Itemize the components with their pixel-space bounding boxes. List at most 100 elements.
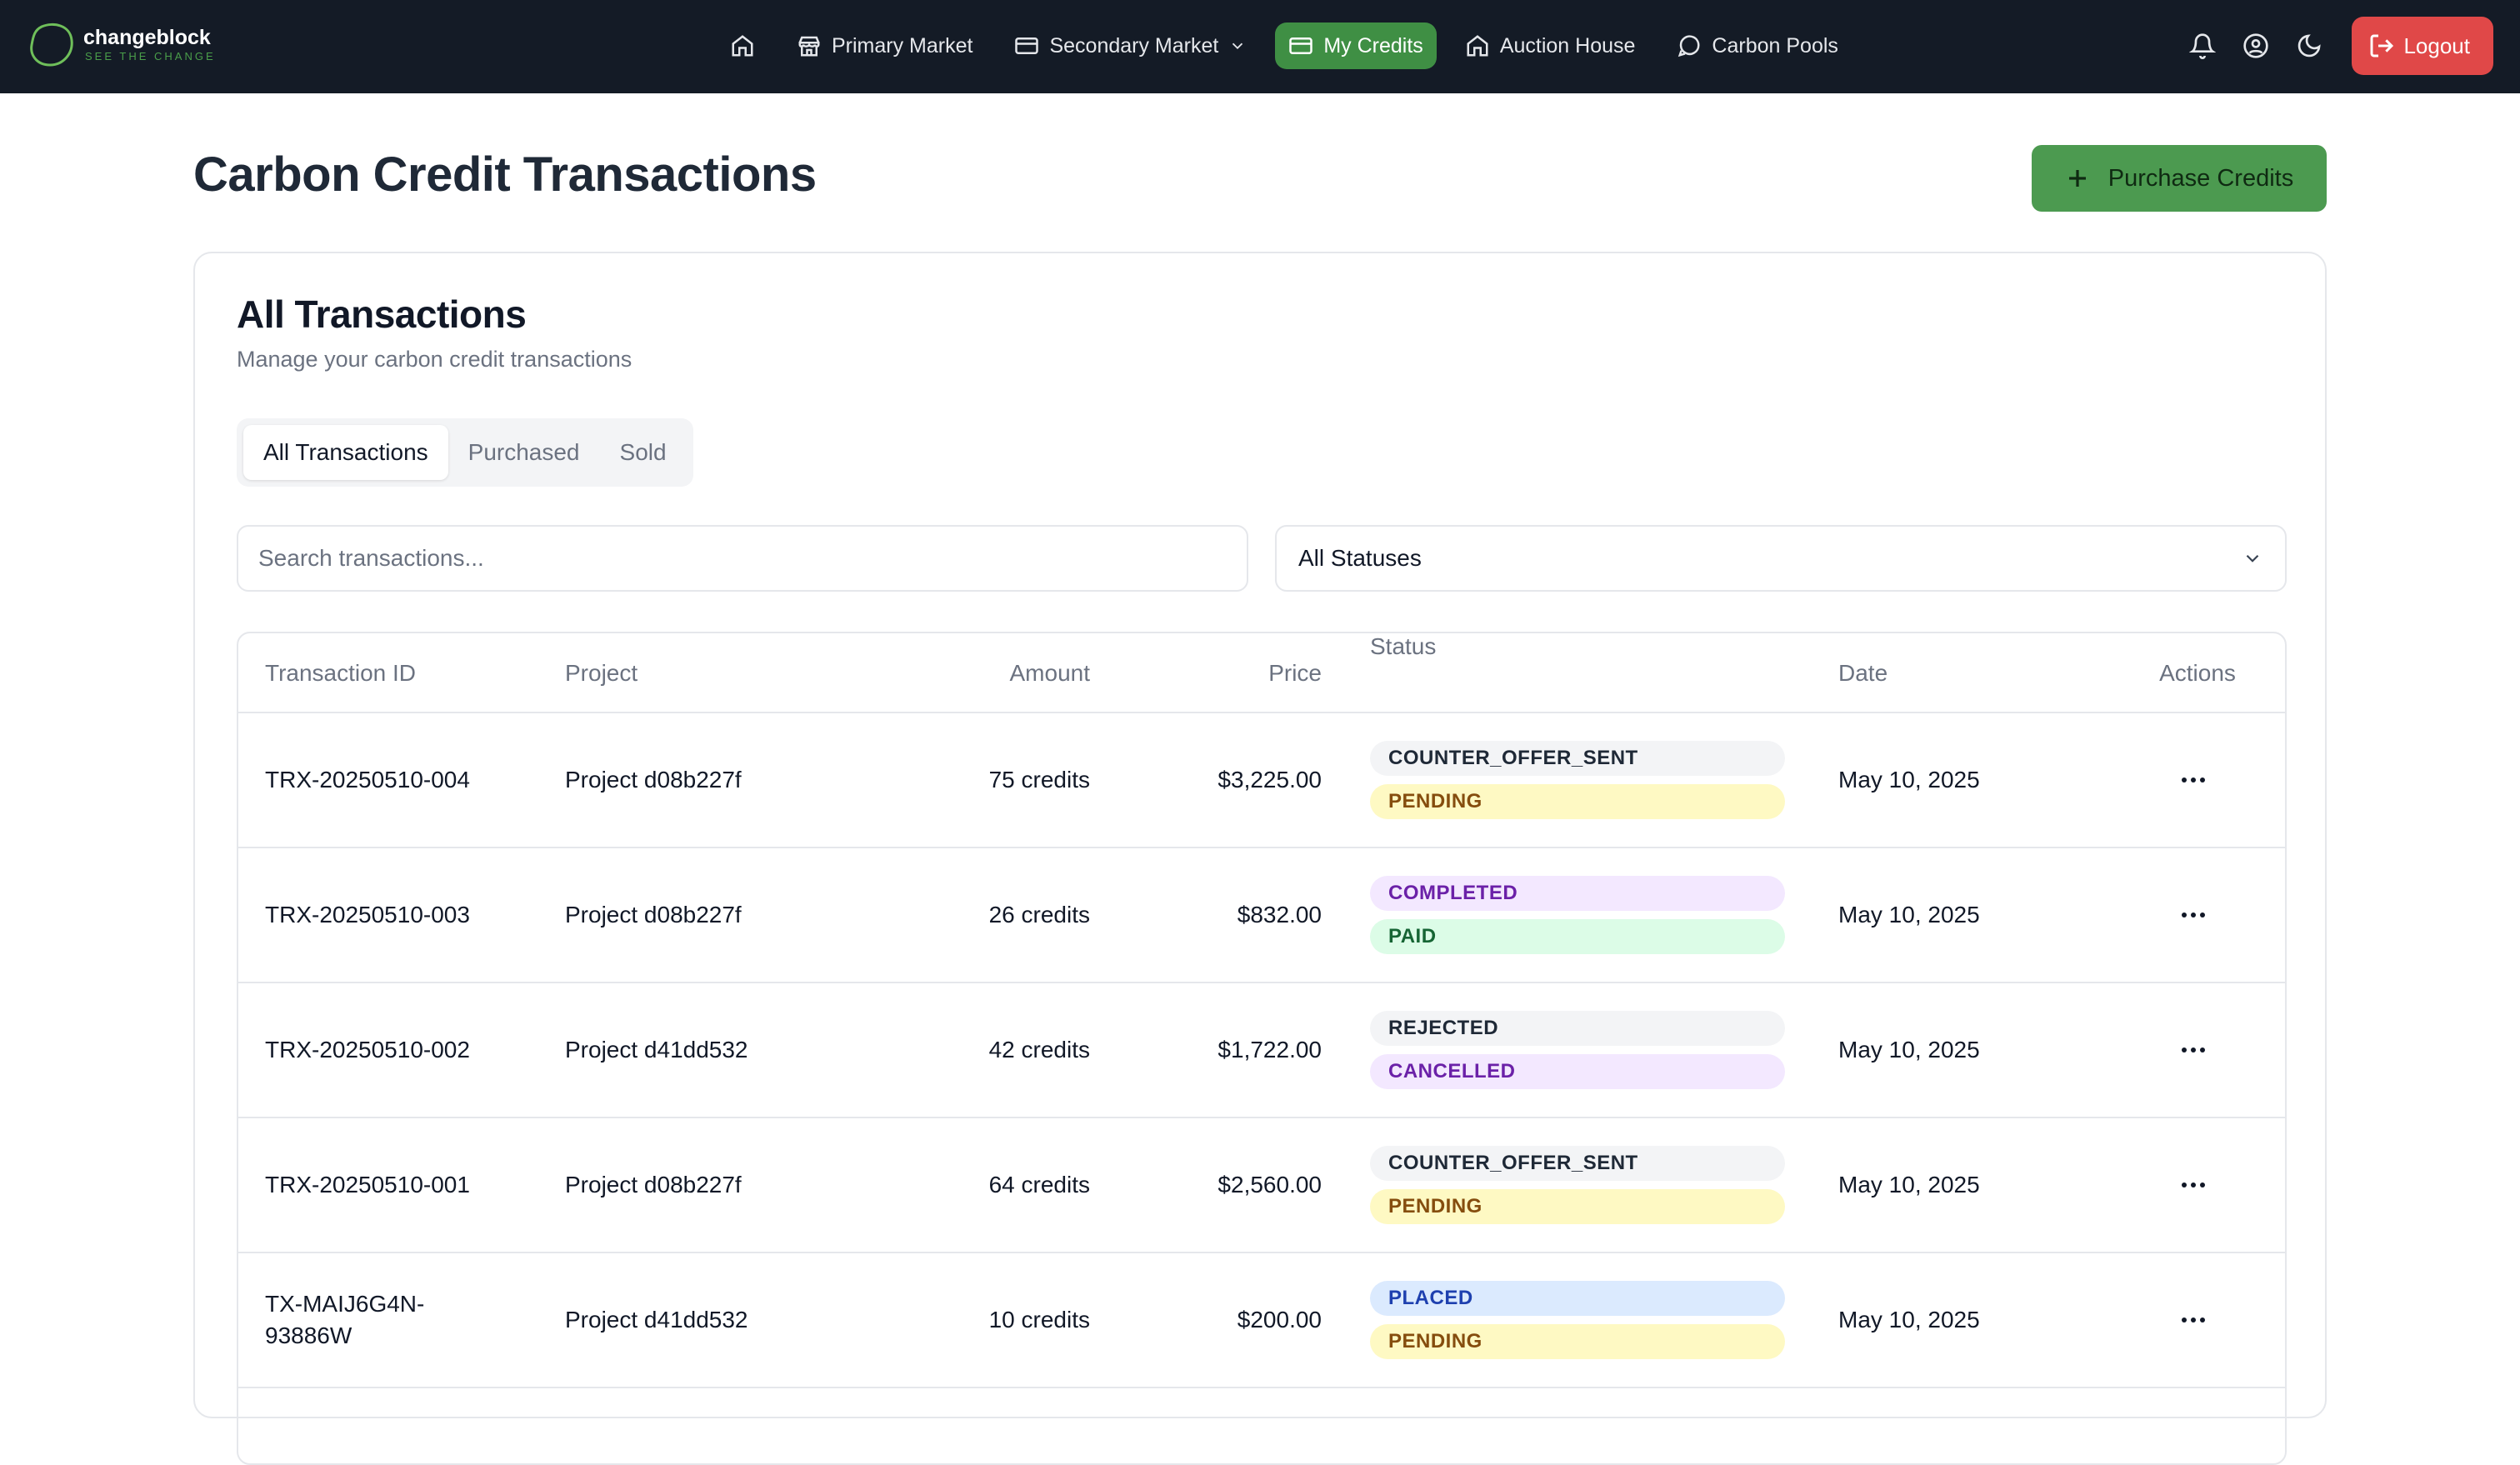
user-circle-icon <box>2243 33 2269 58</box>
payment-status-badge: PENDING <box>1370 784 1785 819</box>
plus-icon <box>2068 170 2086 187</box>
cell-price: $1,722.00 <box>1218 1037 1322 1062</box>
cell-transaction-id: TRX-20250510-001 <box>265 1118 515 1252</box>
purchase-credits-label: Purchase Credits <box>2108 164 2294 192</box>
cell-actions <box>2143 848 2243 982</box>
nav-actions: Logout <box>2183 17 2493 75</box>
nav-secondary-market[interactable]: Secondary Market <box>1001 22 1260 69</box>
cell-actions <box>2143 1118 2243 1252</box>
more-horizontal-icon[interactable] <box>2173 1039 2213 1061</box>
table-header: Transaction ID Project Amount Price Stat… <box>238 633 2285 713</box>
brand-tagline: SEE THE CHANGE <box>85 50 216 62</box>
nav-carbon-pools[interactable]: Carbon Pools <box>1663 22 1851 69</box>
header-price: Price <box>1268 660 1322 686</box>
header-actions: Actions <box>2159 660 2236 686</box>
cell-price: $3,225.00 <box>1218 767 1322 792</box>
more-horizontal-icon[interactable] <box>2173 769 2213 791</box>
cell-amount: 75 credits <box>988 767 1090 792</box>
more-horizontal-icon[interactable] <box>2173 1309 2213 1331</box>
cell-project: Project d08b227f <box>565 902 742 928</box>
cell-price: $832.00 <box>1237 902 1322 928</box>
logout-button[interactable]: Logout <box>2352 17 2493 75</box>
status-badge: COUNTER_OFFER_SENT <box>1370 1146 1785 1181</box>
purchase-credits-button[interactable]: Purchase Credits <box>2032 145 2327 212</box>
cell-amount: 10 credits <box>988 1307 1090 1332</box>
cell-date: May 10, 2025 <box>1838 1172 1980 1198</box>
nav-primary-market[interactable]: Primary Market <box>783 22 986 69</box>
transactions-card: All Transactions Manage your carbon cred… <box>193 252 2327 1465</box>
cell-actions <box>2143 1253 2243 1387</box>
brand-logo[interactable]: changeblock SEE THE CHANGE <box>27 20 216 68</box>
status-badge: COUNTER_OFFER_SENT <box>1370 741 1785 776</box>
home-icon <box>1467 35 1488 57</box>
credit-card-icon <box>1289 38 1313 54</box>
cell-status: REJECTED CANCELLED <box>1370 983 1785 1117</box>
tab-purchased[interactable]: Purchased <box>468 439 580 465</box>
table-row[interactable]: TRX-20250510-003 Project d08b227f 26 cre… <box>238 848 2285 983</box>
table-row[interactable]: TRX-20250510-004 Project d08b227f 75 cre… <box>238 713 2285 848</box>
home-icon <box>732 35 753 57</box>
table-row[interactable]: TX-MAIJ6G4N-93886W Project d41dd532 10 c… <box>238 1253 2285 1388</box>
transaction-tabs: All Transactions Purchased Sold <box>237 418 693 487</box>
cell-project: Project d41dd532 <box>565 1307 748 1332</box>
chevron-down-icon <box>1232 42 1243 50</box>
header-project: Project <box>565 660 638 686</box>
cell-actions <box>2143 983 2243 1117</box>
cell-status: COUNTER_OFFER_SENT PENDING <box>1370 1118 1785 1252</box>
cell-project: Project d41dd532 <box>565 1037 748 1062</box>
more-horizontal-icon[interactable] <box>2173 904 2213 926</box>
page-title: Carbon Credit Transactions <box>193 148 817 202</box>
payment-status-badge: PENDING <box>1370 1189 1785 1224</box>
status-badge: COMPLETED <box>1370 876 1785 911</box>
nav-carbon-pools-label: Carbon Pools <box>1712 33 1838 58</box>
logout-icon <box>2371 34 2394 58</box>
changeblock-logo-icon <box>30 22 73 67</box>
moon-icon <box>2298 34 2322 58</box>
cell-project: Project d08b227f <box>565 1172 742 1198</box>
cell-transaction-id: TRX-20250510-003 <box>265 848 515 982</box>
more-horizontal-icon[interactable] <box>2173 1174 2213 1196</box>
payment-status-badge: PENDING <box>1370 1324 1785 1359</box>
status-filter-select[interactable]: All Statuses <box>1275 525 2287 592</box>
cell-transaction-id: TX-MAIJ6G4N-93886W <box>265 1253 515 1387</box>
cell-date: May 10, 2025 <box>1838 767 1980 792</box>
status-badge: PLACED <box>1370 1281 1785 1316</box>
tab-sold[interactable]: Sold <box>619 439 667 465</box>
cell-project: Project d08b227f <box>565 767 742 792</box>
transaction-id: TRX-20250510-004 <box>265 767 470 792</box>
table-body: TRX-20250510-004 Project d08b227f 75 cre… <box>238 713 2285 1388</box>
table-row[interactable]: TRX-20250510-002 Project d41dd532 42 cre… <box>238 983 2285 1118</box>
header-status: Status <box>1370 633 1437 659</box>
header-date: Date <box>1838 660 1888 686</box>
payment-status-badge: PAID <box>1370 919 1785 954</box>
transaction-id: TX-MAIJ6G4N-93886W <box>265 1291 425 1348</box>
cell-date: May 10, 2025 <box>1838 902 1980 928</box>
status-badge: REJECTED <box>1370 1011 1785 1046</box>
brand-name: changeblock <box>83 26 211 49</box>
store-icon <box>798 36 820 57</box>
notifications-button[interactable] <box>2183 27 2222 65</box>
table-row[interactable]: TRX-20250510-001 Project d08b227f 64 cre… <box>238 1118 2285 1253</box>
nav-auction-house[interactable]: Auction House <box>1452 22 1649 69</box>
transaction-id: TRX-20250510-001 <box>265 1172 470 1198</box>
nav-my-credits-label: My Credits <box>1323 33 1423 58</box>
cell-status: COUNTER_OFFER_SENT PENDING <box>1370 713 1785 847</box>
header-amount: Amount <box>1009 660 1091 686</box>
cell-price: $200.00 <box>1237 1307 1322 1332</box>
cell-date: May 10, 2025 <box>1838 1307 1980 1332</box>
search-input[interactable] <box>237 525 1248 592</box>
theme-toggle-button[interactable] <box>2290 27 2328 65</box>
cell-amount: 42 credits <box>988 1037 1090 1062</box>
main-nav: Primary Market Secondary Market My Credi… <box>717 21 1852 71</box>
nav-my-credits[interactable]: My Credits <box>1275 22 1437 69</box>
cell-transaction-id: TRX-20250510-002 <box>265 983 515 1117</box>
nav-home[interactable] <box>717 22 768 69</box>
top-navbar: changeblock SEE THE CHANGE Primary Marke… <box>0 0 2520 93</box>
tab-all-transactions[interactable]: All Transactions <box>243 425 448 480</box>
credit-card-icon <box>1015 38 1039 54</box>
card-title: All Transactions <box>237 292 527 336</box>
transaction-id: TRX-20250510-002 <box>265 1037 470 1062</box>
cell-transaction-id: TRX-20250510-004 <box>265 713 515 847</box>
logout-label: Logout <box>2403 32 2470 58</box>
profile-button[interactable] <box>2237 27 2275 65</box>
